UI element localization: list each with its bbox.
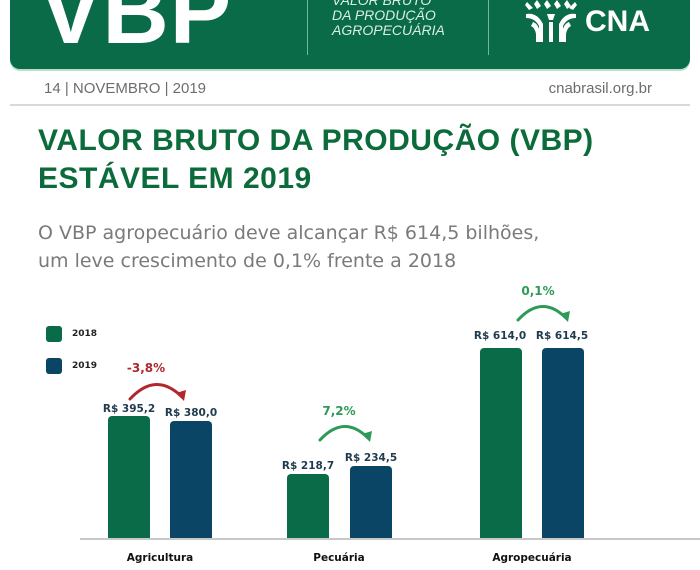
cna-logo: CNA [523, 0, 650, 44]
site-url[interactable]: cnabrasil.org.br [548, 80, 652, 97]
publication-date: 14 | NOVEMBRO | 2019 [44, 80, 207, 97]
bar-value-label: R$ 234,5 [344, 452, 398, 464]
header-banner: VBP VALOR BRUTO DA PRODUÇÃO AGROPECUÁRIA [10, 0, 690, 69]
lede-line: um leve crescimento de 0,1% frente a 201… [38, 250, 457, 272]
lede: O VBP agropecuário deve alcançar R$ 614,… [38, 219, 539, 275]
change-label-agricultura: -3,8% [126, 361, 166, 375]
bar-value-label: R$ 395,2 [102, 403, 156, 415]
change-label-agropecuaria: 0,1% [521, 284, 555, 298]
subtitle-line: DA PRODUÇÃO [332, 7, 436, 23]
header-rule [10, 104, 690, 106]
category-label-agricultura: Agricultura [126, 552, 194, 564]
header-subtitle: VALOR BRUTO DA PRODUÇÃO AGROPECUÁRIA [332, 0, 445, 38]
curved-arrow-icon [128, 383, 186, 401]
change-label-pecuaria: 7,2% [322, 404, 356, 418]
subtitle-line: VALOR BRUTO [332, 0, 432, 8]
header-divider [488, 0, 489, 55]
headline: VALOR BRUTO DA PRODUÇÃO (VBP) ESTÁVEL EM… [38, 122, 594, 198]
category-label-agropecuaria: Agropecuária [492, 552, 572, 564]
legend-swatch [46, 358, 62, 374]
headline-line: ESTÁVEL EM 2019 [38, 162, 312, 195]
wheat-emblem-icon [525, 0, 577, 42]
chart-legend: 2018 2019 [46, 318, 97, 382]
bar-value-label: R$ 218,7 [281, 460, 335, 472]
legend-item-2019: 2019 [46, 350, 97, 382]
bar-pecuaria-2018 [287, 474, 329, 538]
legend-label: 2019 [72, 361, 98, 371]
header-divider [307, 0, 308, 55]
category-label-pecuaria: Pecuária [313, 552, 365, 564]
bar-value-label: R$ 614,0 [473, 330, 527, 342]
headline-line: VALOR BRUTO DA PRODUÇÃO (VBP) [38, 124, 594, 157]
bar-pecuaria-2019 [350, 466, 392, 538]
legend-item-2018: 2018 [46, 318, 97, 350]
curved-arrow-icon [318, 425, 372, 442]
cna-wordmark: CNA [585, 5, 650, 38]
vbp-logo: VBP [40, 0, 233, 63]
bar-value-label: R$ 380,0 [164, 407, 218, 419]
legend-swatch [46, 326, 62, 342]
lede-line: O VBP agropecuário deve alcançar R$ 614,… [38, 222, 540, 244]
legend-label: 2018 [72, 329, 98, 339]
subtitle-line: AGROPECUÁRIA [332, 22, 445, 38]
bar-agropecuaria-2019 [542, 348, 584, 538]
bar-agricultura-2018 [108, 416, 150, 538]
bar-agropecuaria-2018 [480, 348, 522, 538]
curved-arrow-icon [516, 305, 570, 322]
bar-value-label: R$ 614,5 [535, 330, 589, 342]
bar-agricultura-2019 [170, 421, 212, 538]
chart-baseline [80, 538, 700, 540]
